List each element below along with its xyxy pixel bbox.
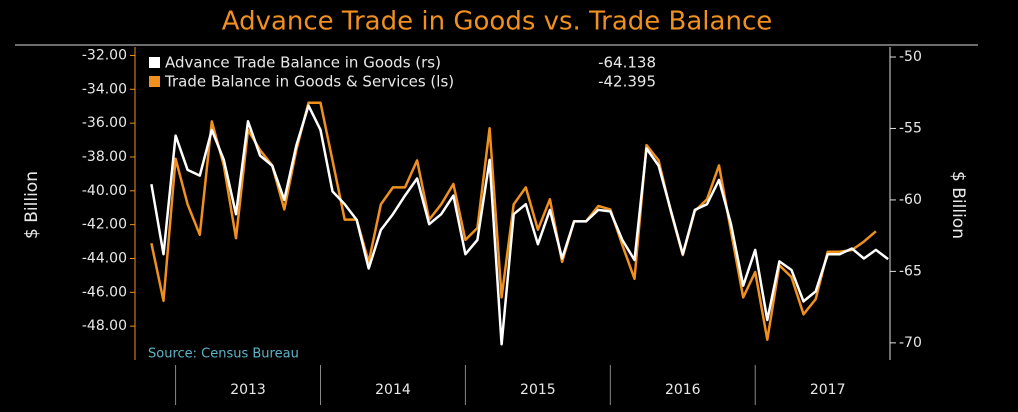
y-axis-label: $ Billion [22,171,42,239]
y-tick-label: -38.00 [82,149,127,165]
y-tick-label: -34.00 [82,81,127,97]
y-tick-label: -48.00 [82,318,127,334]
y2-tick-label: -50 [899,49,922,65]
y2-tick-label: -65 [899,263,922,279]
y-tick-label: -42.00 [82,217,127,233]
legend-value: -64.138 [598,54,656,72]
y2-axis-label: $ Billion [948,171,968,239]
legend-label: Trade Balance in Goods & Services (ls) [164,73,454,91]
x-tick-label: 2013 [230,382,266,398]
legend-box [142,50,662,94]
y2-tick-label: -60 [899,192,922,208]
legend-swatch [149,76,160,87]
x-tick-label: 2017 [810,382,846,398]
y2-tick-label: -70 [899,335,922,351]
source-note: Source: Census Bureau [148,347,299,362]
y-tick-label: -36.00 [82,115,127,131]
y-tick-label: -40.00 [82,183,127,199]
chart-title: Advance Trade in Goods vs. Trade Balance [222,7,772,37]
legend-label: Advance Trade Balance in Goods (rs) [165,54,441,72]
legend-value: -42.395 [598,73,656,91]
x-tick-label: 2016 [665,382,701,398]
y-tick-label: -46.00 [82,284,127,300]
y2-tick-label: -55 [899,120,922,136]
y-tick-label: -32.00 [82,47,127,63]
x-tick-label: 2015 [520,382,556,398]
x-tick-label: 2014 [375,382,411,398]
legend-swatch [149,57,160,68]
y-tick-label: -44.00 [82,250,127,266]
series-line [150,104,889,346]
